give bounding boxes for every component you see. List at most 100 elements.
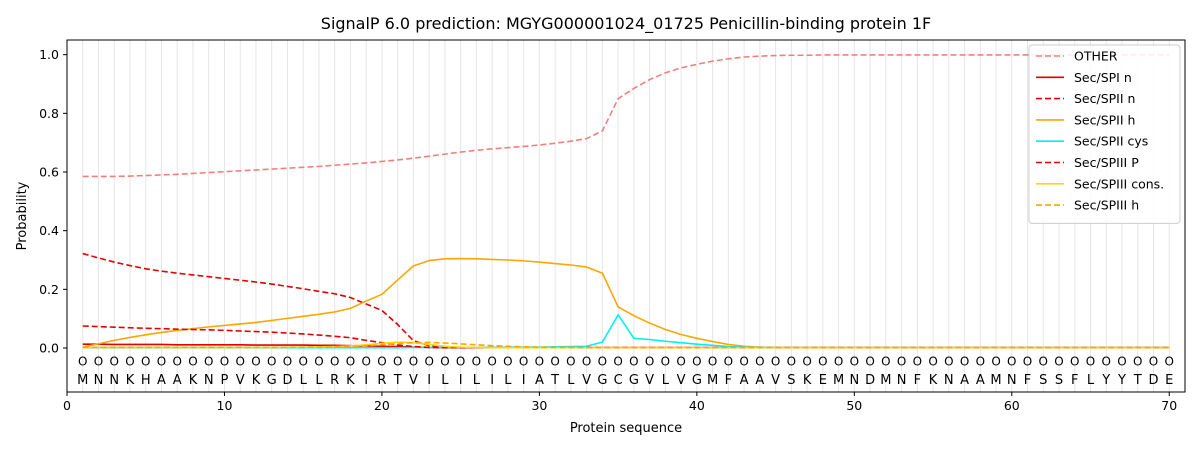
position-label: O bbox=[692, 355, 701, 369]
position-label: O bbox=[157, 355, 166, 369]
y-axis-label: Probability bbox=[15, 181, 30, 250]
residue-label: A bbox=[960, 373, 969, 388]
position-label: O bbox=[220, 355, 229, 369]
residue-label: A bbox=[173, 373, 182, 388]
x-tick-label: 30 bbox=[531, 398, 547, 413]
residue-label: I bbox=[364, 373, 368, 388]
residue-label: D bbox=[1148, 373, 1158, 388]
residue-label: K bbox=[189, 373, 198, 388]
residue-label: I bbox=[427, 373, 431, 388]
position-label: O bbox=[771, 355, 780, 369]
residue-label: M bbox=[990, 373, 1001, 388]
residue-label: A bbox=[976, 373, 985, 388]
residue-label: T bbox=[393, 373, 402, 388]
legend-label: Sec/SPII h bbox=[1074, 112, 1135, 127]
residue-label: V bbox=[409, 373, 418, 388]
position-label: O bbox=[1054, 355, 1063, 369]
legend-box bbox=[1028, 44, 1181, 224]
residue-label: L bbox=[1087, 373, 1095, 388]
residue-label: I bbox=[490, 373, 494, 388]
residue-label: Y bbox=[1117, 373, 1126, 388]
residue-label: K bbox=[126, 373, 135, 388]
position-label: O bbox=[110, 355, 119, 369]
residue-label: P bbox=[221, 373, 229, 388]
position-label: O bbox=[881, 355, 890, 369]
residue-label: S bbox=[1039, 373, 1047, 388]
position-label: O bbox=[94, 355, 103, 369]
x-tick-label: 10 bbox=[217, 398, 233, 413]
position-label: O bbox=[456, 355, 465, 369]
residue-label: N bbox=[849, 373, 859, 388]
position-label: O bbox=[267, 355, 276, 369]
residue-label: T bbox=[550, 373, 559, 388]
position-label: O bbox=[409, 355, 418, 369]
y-tick-label: 0.6 bbox=[39, 165, 59, 180]
position-label: O bbox=[472, 355, 481, 369]
position-label: O bbox=[1070, 355, 1079, 369]
position-label: O bbox=[550, 355, 559, 369]
position-label: O bbox=[235, 355, 244, 369]
chart-title: SignalP 6.0 prediction: MGYG000001024_01… bbox=[321, 14, 931, 34]
position-label: O bbox=[141, 355, 150, 369]
residue-label: H bbox=[141, 373, 151, 388]
position-label: O bbox=[1149, 355, 1158, 369]
position-label: O bbox=[582, 355, 591, 369]
residue-label: V bbox=[236, 373, 245, 388]
position-label: O bbox=[613, 355, 622, 369]
position-label: O bbox=[661, 355, 670, 369]
y-tick-label: 0.4 bbox=[39, 223, 59, 238]
residue-label: N bbox=[204, 373, 214, 388]
position-label: O bbox=[802, 355, 811, 369]
residue-label: L bbox=[441, 373, 449, 388]
position-label: O bbox=[960, 355, 969, 369]
residue-label: N bbox=[109, 373, 119, 388]
x-axis: 0 10 20 30 40 50 60 70 bbox=[63, 392, 1177, 413]
position-label: O bbox=[172, 355, 181, 369]
position-label: O bbox=[1102, 355, 1111, 369]
residue-label: L bbox=[300, 373, 308, 388]
residue-label: K bbox=[252, 373, 261, 388]
residue-label: S bbox=[787, 373, 795, 388]
residue-label: D bbox=[865, 373, 875, 388]
position-label: O bbox=[487, 355, 496, 369]
position-label: O bbox=[1023, 355, 1032, 369]
position-label: O bbox=[298, 355, 307, 369]
residue-label: G bbox=[629, 373, 639, 388]
position-label: O bbox=[204, 355, 213, 369]
position-label: O bbox=[314, 355, 323, 369]
position-label: O bbox=[850, 355, 859, 369]
residue-label: G bbox=[267, 373, 277, 388]
position-label: O bbox=[598, 355, 607, 369]
residue-label: M bbox=[833, 373, 844, 388]
residue-label: V bbox=[582, 373, 591, 388]
residue-label: E bbox=[1165, 373, 1173, 388]
residue-label: F bbox=[1024, 373, 1031, 388]
position-label: O bbox=[1133, 355, 1142, 369]
residue-label: I bbox=[459, 373, 463, 388]
residue-label: A bbox=[157, 373, 166, 388]
residue-label: M bbox=[880, 373, 891, 388]
position-label: O bbox=[519, 355, 528, 369]
position-label: O bbox=[78, 355, 87, 369]
x-tick-label: 60 bbox=[1004, 398, 1020, 413]
series-line bbox=[82, 54, 1170, 178]
position-label: O bbox=[566, 355, 575, 369]
residue-label: F bbox=[1071, 373, 1078, 388]
position-label: O bbox=[1007, 355, 1016, 369]
residue-label: L bbox=[504, 373, 512, 388]
residue-label: E bbox=[819, 373, 827, 388]
legend-label: Sec/SPII n bbox=[1074, 91, 1135, 106]
position-label: O bbox=[629, 355, 638, 369]
position-label: O bbox=[424, 355, 433, 369]
residue-label: T bbox=[1133, 373, 1142, 388]
x-tick-label: 50 bbox=[846, 398, 862, 413]
position-label: O bbox=[535, 355, 544, 369]
y-tick-label: 1.0 bbox=[39, 47, 59, 62]
residue-label: R bbox=[330, 373, 339, 388]
residue-label: L bbox=[473, 373, 481, 388]
residue-label: D bbox=[282, 373, 292, 388]
position-label: O bbox=[125, 355, 134, 369]
position-label: O bbox=[377, 355, 386, 369]
position-label: O bbox=[645, 355, 654, 369]
